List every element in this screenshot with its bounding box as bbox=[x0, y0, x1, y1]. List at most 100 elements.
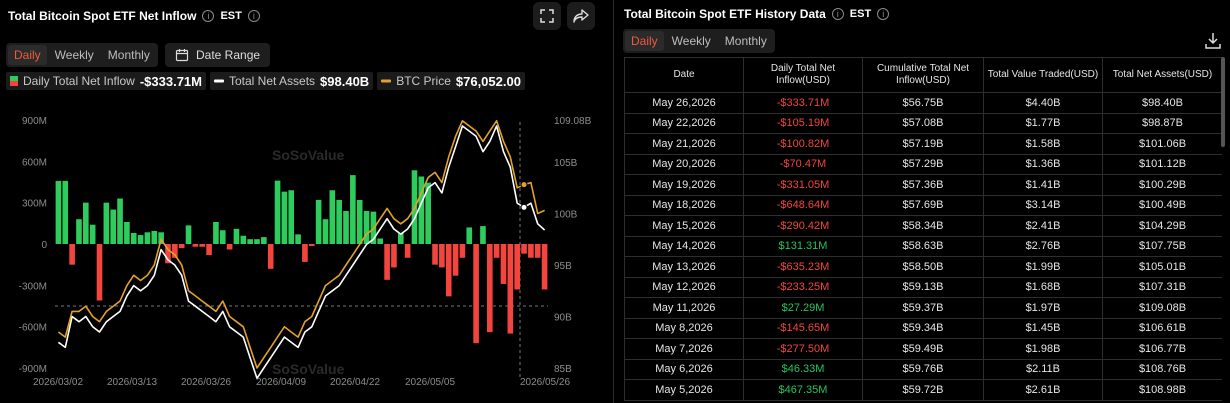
net-assets-marker bbox=[520, 203, 528, 211]
y-axis-right-tick: 100B bbox=[554, 210, 578, 221]
table-cell: May 20,2026 bbox=[624, 153, 744, 175]
legend-btc-price-label: BTC Price bbox=[396, 74, 451, 88]
table-cell: $2.11B bbox=[983, 358, 1103, 380]
table-row: May 14,2026 $131.31M $58.63B $2.76B $107.75B bbox=[624, 235, 1222, 257]
legend-net-inflow[interactable]: Daily Total Net Inflow -$333.71M bbox=[6, 72, 206, 90]
table-row: May 26,2026 -$333.71M $56.75B $4.40B $98.40B bbox=[624, 92, 1222, 114]
inflow-bar bbox=[486, 244, 493, 333]
y-axis-left-tick: -900M bbox=[19, 364, 47, 375]
fullscreen-button[interactable] bbox=[533, 2, 561, 30]
table-header-row: Date Daily Total Net Inflow(USD) Cumulativ… bbox=[624, 57, 1222, 93]
inflow-bar bbox=[151, 230, 158, 244]
table-cell: -$635.23M bbox=[743, 256, 863, 278]
chart-title: Total Bitcoin Spot ETF Net Inflow bbox=[8, 9, 197, 23]
history-tab-daily[interactable]: Daily bbox=[625, 31, 664, 51]
timezone-info-icon[interactable]: i bbox=[247, 10, 260, 22]
table-cell: $57.36B bbox=[862, 174, 984, 196]
table-cell: -$145.65M bbox=[743, 317, 863, 339]
table-cell: -$233.25M bbox=[743, 276, 863, 298]
table-cell: $59.76B bbox=[862, 358, 984, 380]
y-axis-left-tick: -600M bbox=[19, 323, 47, 334]
table-cell: $104.29B bbox=[1102, 215, 1222, 237]
table-cell: $2.41B bbox=[983, 215, 1103, 237]
info-icon[interactable]: i bbox=[202, 10, 215, 22]
table-cell: May 11,2026 bbox=[624, 297, 744, 319]
table-cell: $106.77B bbox=[1102, 338, 1222, 360]
net-inflow-chart[interactable]: SoSoValue SoSoValue 900M 600M 300M 0 -300M -600… bbox=[0, 100, 612, 400]
history-table: Date Daily Total Net Inflow(USD) Cumulativ… bbox=[624, 57, 1222, 401]
history-tab-weekly[interactable]: Weekly bbox=[671, 34, 711, 48]
table-cell: $2.61B bbox=[983, 379, 1103, 401]
x-axis-tick: 2026/04/09 bbox=[256, 377, 306, 388]
table-row: May 7,2026 -$277.50M $59.49B $1.98B $106.77B bbox=[624, 338, 1222, 360]
inflow-bar bbox=[199, 244, 206, 247]
table-cell: May 6,2026 bbox=[624, 358, 744, 380]
tab-daily[interactable]: Daily bbox=[8, 45, 47, 65]
inflow-bar bbox=[493, 244, 500, 258]
inflow-bar bbox=[69, 244, 75, 265]
column-header: Total Net Assets(USD) bbox=[1102, 57, 1222, 93]
inflow-bar bbox=[172, 244, 178, 258]
table-scrollbar[interactable] bbox=[1221, 57, 1225, 147]
inflow-bar bbox=[473, 244, 479, 344]
inflow-bar bbox=[254, 239, 260, 244]
y-axis-right-tick: 109.08B bbox=[554, 116, 592, 127]
table-cell: $1.68B bbox=[983, 276, 1103, 298]
inflow-bar bbox=[528, 244, 534, 258]
inflow-bar bbox=[425, 182, 431, 244]
table-cell: $98.87B bbox=[1102, 112, 1222, 134]
y-axis-left-tick: 0 bbox=[41, 240, 47, 251]
inflow-bar bbox=[130, 232, 137, 244]
table-cell: $467.35M bbox=[743, 379, 863, 401]
table-cell: $107.75B bbox=[1102, 235, 1222, 257]
timezone-label: EST bbox=[220, 10, 242, 22]
table-cell: $57.29B bbox=[862, 153, 984, 175]
inflow-bar bbox=[404, 244, 411, 258]
column-header: Daily Total Net Inflow(USD) bbox=[743, 57, 863, 93]
inflow-bar bbox=[336, 199, 342, 244]
table-row: May 18,2026 -$648.64M $57.69B $3.14B $100.49… bbox=[624, 194, 1222, 216]
history-info-icon[interactable]: i bbox=[831, 8, 844, 20]
inflow-bar bbox=[295, 234, 301, 244]
download-icon[interactable] bbox=[1205, 32, 1221, 50]
inflow-bar bbox=[219, 230, 226, 244]
legend-btc-price[interactable]: BTC Price $76,052.00 bbox=[377, 72, 525, 90]
table-cell: $105.01B bbox=[1102, 256, 1222, 278]
legend-net-assets[interactable]: Total Net Assets $98.40B bbox=[209, 72, 374, 90]
tab-monthly[interactable]: Monthly bbox=[107, 48, 150, 62]
history-tabs: Daily Weekly Monthly bbox=[623, 29, 775, 53]
table-cell: -$290.42M bbox=[743, 215, 863, 237]
table-row: May 20,2026 -$70.47M $57.29B $1.36B $101.12B bbox=[624, 153, 1222, 175]
history-table-container[interactable]: Date Daily Total Net Inflow(USD) Cumulativ… bbox=[624, 57, 1222, 403]
table-cell: $59.13B bbox=[862, 276, 984, 298]
orange-line-icon bbox=[381, 79, 392, 83]
panel-divider bbox=[613, 0, 614, 403]
inflow-bar bbox=[267, 244, 274, 269]
inflow-bar bbox=[144, 232, 151, 244]
y-axis-right-tick: 90B bbox=[554, 313, 572, 324]
date-range-button[interactable]: Date Range bbox=[165, 43, 270, 67]
column-header: Date bbox=[624, 57, 744, 93]
x-axis-tick: 2026/04/22 bbox=[330, 377, 380, 388]
legend-net-assets-value: $98.40B bbox=[320, 73, 370, 89]
inflow-bar bbox=[62, 180, 69, 244]
x-axis-tick: 2026/05/05 bbox=[405, 377, 455, 388]
legend-net-assets-label: Total Net Assets bbox=[228, 74, 316, 88]
table-cell: $2.76B bbox=[983, 235, 1103, 257]
table-row: May 19,2026 -$331.05M $57.36B $1.41B $100.29… bbox=[624, 174, 1222, 196]
table-cell: -$105.19M bbox=[743, 112, 863, 134]
y-axis-left-tick: 600M bbox=[22, 157, 47, 168]
inflow-bar bbox=[445, 244, 452, 297]
inflow-bar bbox=[480, 226, 486, 244]
table-cell: May 5,2026 bbox=[624, 379, 744, 401]
history-timezone-info-icon[interactable]: i bbox=[877, 8, 890, 20]
net-inflow-panel: Total Bitcoin Spot ETF Net Inflow i EST … bbox=[0, 0, 612, 403]
share-button[interactable] bbox=[567, 2, 595, 30]
table-cell: $1.98B bbox=[983, 338, 1103, 360]
table-cell: $98.40B bbox=[1102, 92, 1222, 114]
date-range-label: Date Range bbox=[196, 48, 261, 62]
table-cell: May 7,2026 bbox=[624, 338, 744, 360]
tab-weekly[interactable]: Weekly bbox=[54, 48, 94, 62]
history-tab-monthly[interactable]: Monthly bbox=[724, 34, 767, 48]
inflow-bar bbox=[308, 244, 315, 247]
